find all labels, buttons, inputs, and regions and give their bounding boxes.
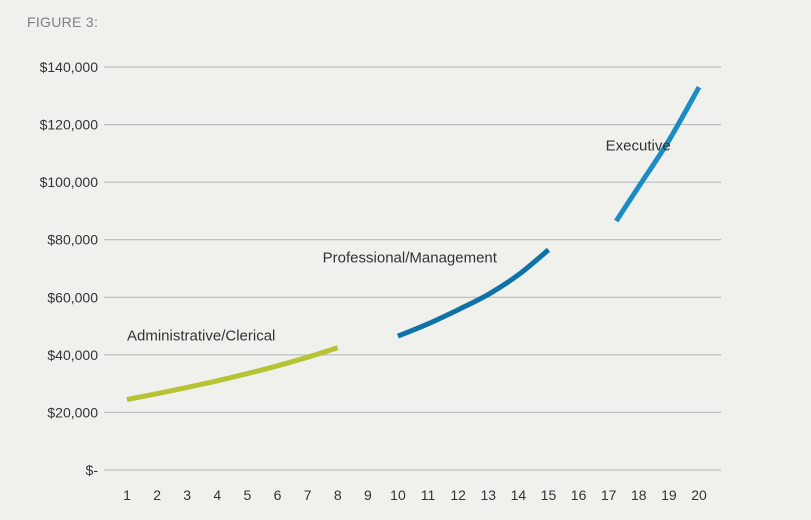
y-tick-label: $40,000: [47, 347, 98, 363]
series-line-professional-management: [396, 247, 551, 339]
series-line-administrative-clerical: [126, 345, 339, 402]
x-tick-label: 14: [511, 487, 527, 503]
x-tick-label: 10: [390, 487, 406, 503]
y-tick-label: $60,000: [47, 289, 98, 305]
x-tick-label: 17: [601, 487, 617, 503]
y-tick-label: $100,000: [40, 174, 99, 190]
x-tick-label: 12: [450, 487, 466, 503]
x-tick-label: 8: [334, 487, 342, 503]
x-tick-label: 3: [183, 487, 191, 503]
y-axis-ticks: $- $20,000 $40,000 $60,000 $80,000 $100,000 $1…: [40, 59, 99, 478]
y-tick-label: $80,000: [47, 232, 98, 248]
x-tick-label: 18: [631, 487, 647, 503]
x-tick-label: 19: [661, 487, 677, 503]
series-lines: [126, 85, 702, 402]
series-line-executive: [614, 85, 702, 223]
x-axis-ticks: 1 2 3 4 5 6 7 8 9 10 11 12 13 14 15 16 17 18 19 20: [123, 487, 707, 503]
x-tick-label: 9: [364, 487, 372, 503]
x-tick-label: 16: [571, 487, 587, 503]
x-tick-label: 6: [274, 487, 282, 503]
x-tick-label: 11: [421, 487, 436, 503]
series-labels: Administrative/Clerical Professional/Mana…: [127, 137, 671, 344]
x-tick-label: 2: [153, 487, 161, 503]
figure-label: FIGURE 3:: [27, 14, 99, 30]
y-tick-label: $20,000: [47, 404, 98, 420]
y-tick-label: $140,000: [40, 59, 99, 75]
series-label-executive: Executive: [606, 137, 671, 154]
series-label-administrative-clerical: Administrative/Clerical: [127, 327, 275, 344]
x-tick-label: 13: [480, 487, 496, 503]
y-tick-label: $-: [86, 462, 99, 478]
x-tick-label: 4: [213, 487, 221, 503]
y-tick-label: $120,000: [40, 117, 99, 133]
grid-lines: [104, 66, 721, 471]
x-tick-label: 15: [541, 487, 557, 503]
x-tick-label: 5: [244, 487, 252, 503]
x-tick-label: 1: [123, 487, 131, 503]
series-label-professional-management: Professional/Management: [323, 250, 498, 267]
x-tick-label: 20: [691, 487, 707, 503]
x-tick-label: 7: [304, 487, 312, 503]
